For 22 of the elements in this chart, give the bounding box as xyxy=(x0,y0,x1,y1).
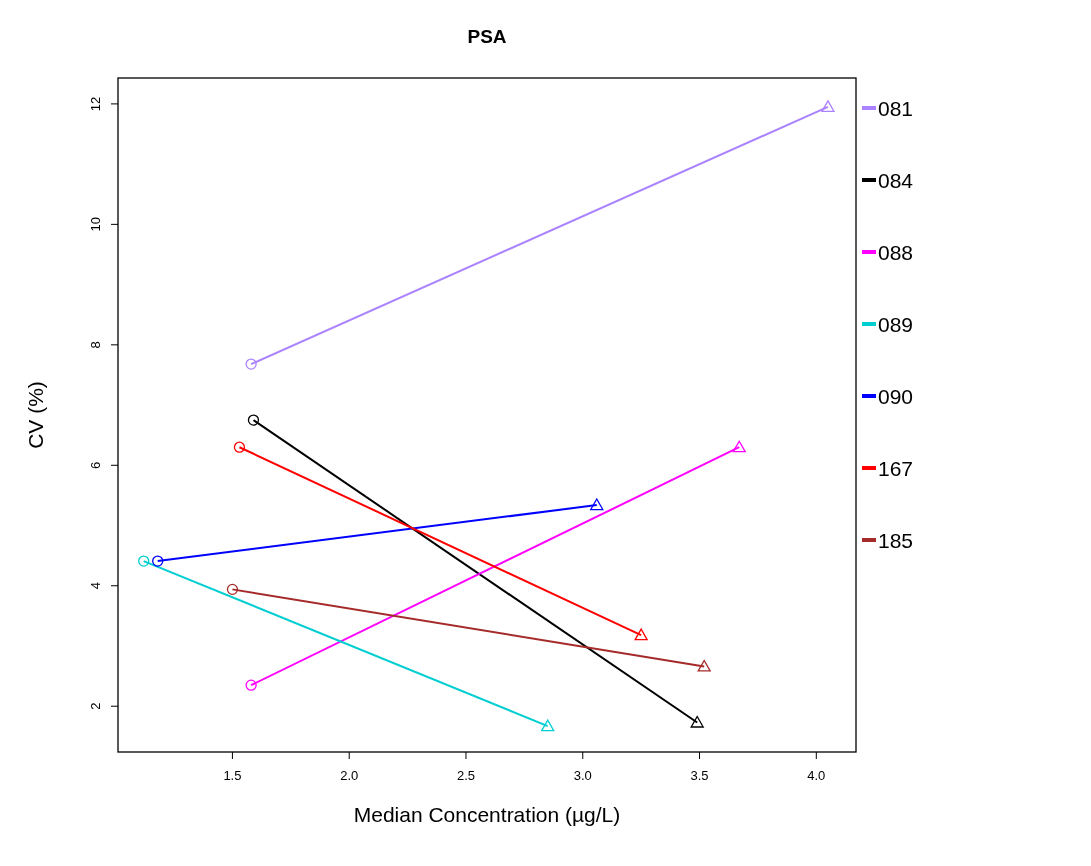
legend-label: 088 xyxy=(878,241,914,264)
y-tick-label: 10 xyxy=(88,217,103,232)
legend-label: 185 xyxy=(878,529,914,552)
x-tick-label: 2.0 xyxy=(340,768,359,783)
x-tick-label: 3.0 xyxy=(573,768,592,783)
x-tick-label: 2.5 xyxy=(456,768,476,783)
y-tick-label: 2 xyxy=(88,702,103,710)
legend-label: 089 xyxy=(878,313,914,336)
y-tick-label: 12 xyxy=(88,96,103,112)
x-axis-title: Median Concentration (µg/L) xyxy=(353,803,621,826)
legend-label: 167 xyxy=(878,457,914,480)
chart-title: PSA xyxy=(467,26,507,47)
y-tick-label: 6 xyxy=(88,461,103,469)
legend-label: 081 xyxy=(878,97,914,120)
y-tick-label: 4 xyxy=(88,582,103,590)
y-axis-title: CV (%) xyxy=(24,381,47,449)
x-tick-label: 3.5 xyxy=(690,768,709,783)
legend-label: 084 xyxy=(878,169,914,192)
legend-label: 090 xyxy=(878,385,914,408)
y-tick-label: 8 xyxy=(88,341,103,349)
x-tick-label: 1.5 xyxy=(223,768,242,783)
x-tick-label: 4.0 xyxy=(807,768,826,783)
